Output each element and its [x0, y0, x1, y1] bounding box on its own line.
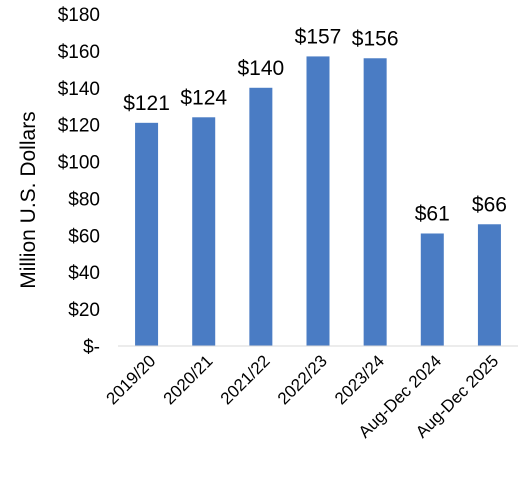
y-tick-label: $-: [83, 337, 100, 358]
x-tick-label: 2023/24: [331, 351, 388, 408]
data-labels: $121 $124 $140 $157 $156 $61 $66: [123, 25, 507, 225]
bar: [135, 122, 159, 346]
y-tick-label: $160: [58, 42, 100, 63]
y-tick-label: $180: [58, 5, 100, 26]
y-tick-label: $20: [68, 300, 100, 321]
data-label: $66: [472, 193, 507, 216]
data-label: $121: [123, 92, 170, 115]
data-label: $157: [295, 25, 342, 48]
data-label: $61: [415, 202, 450, 225]
y-tick-label: $80: [68, 189, 100, 210]
y-tick-label: $120: [58, 116, 100, 137]
x-tick-label: 2021/22: [217, 351, 274, 408]
data-label: $140: [237, 57, 284, 80]
x-axis-labels: 2019/20 2020/21 2021/22 2022/23 2023/24Aug-D…: [103, 351, 503, 441]
bars: [135, 56, 501, 347]
x-tick-label: 2019/20: [103, 351, 160, 408]
y-tick-label: $40: [68, 263, 100, 284]
bar: [420, 233, 444, 346]
bar: [363, 58, 387, 347]
bar: [306, 56, 330, 347]
data-label: $156: [352, 27, 399, 50]
bar: [192, 117, 216, 347]
y-tick-label: $60: [68, 226, 100, 247]
data-label: $124: [180, 86, 227, 109]
x-tick-label: 2020/21: [160, 351, 217, 408]
y-tick-label: $140: [58, 79, 100, 100]
x-tick-label: 2022/23: [274, 351, 331, 408]
bar: [477, 224, 501, 346]
y-axis-ticks: $- $20 $40 $60 $80 $100 $120 $140 $160 $180: [58, 5, 100, 358]
y-tick-label: $100: [58, 153, 100, 174]
y-axis-title: Million U.S. Dollars: [17, 111, 40, 288]
bar: [249, 87, 273, 347]
